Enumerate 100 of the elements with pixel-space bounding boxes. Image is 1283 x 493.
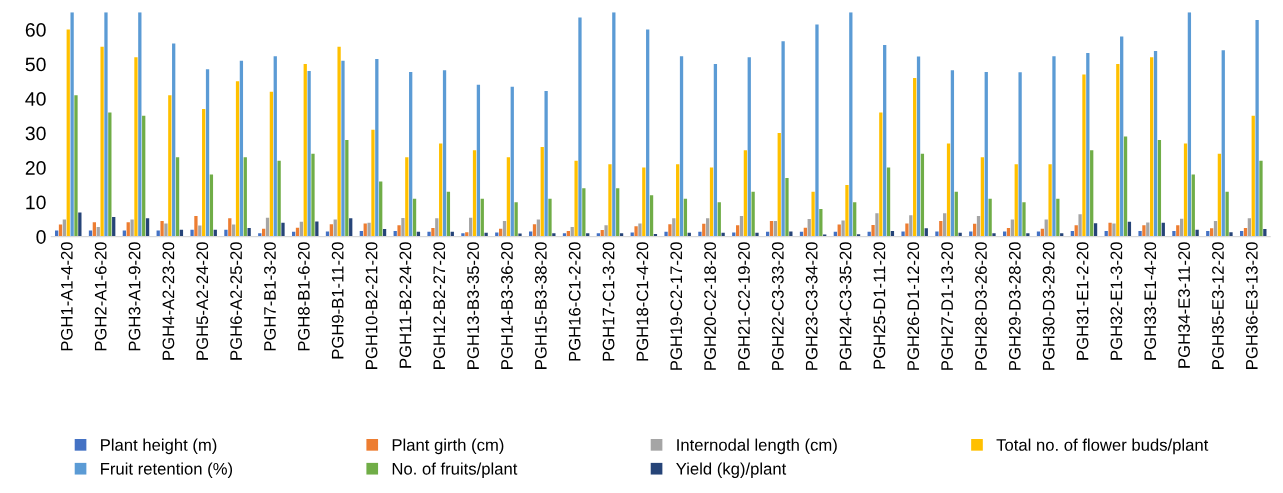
x-tick-label: PGH36-E3-13-20 — [1245, 242, 1258, 369]
bar — [243, 157, 247, 237]
bar — [875, 213, 879, 237]
bar — [472, 150, 477, 237]
bar — [1221, 50, 1225, 237]
bar — [439, 143, 443, 237]
bar — [751, 191, 755, 237]
bar — [341, 60, 345, 237]
bar — [1014, 164, 1018, 237]
x-tick-label: PGH33-E1-4-20 — [1144, 242, 1157, 360]
bar — [672, 218, 676, 237]
bar — [315, 221, 319, 237]
bar — [638, 223, 642, 237]
legend-label: Fruit retention (%) — [101, 462, 233, 478]
bar — [239, 60, 244, 237]
bar — [461, 233, 465, 237]
bar — [379, 181, 383, 237]
bar — [281, 222, 285, 237]
bar — [1078, 214, 1082, 237]
bar — [1120, 36, 1124, 237]
bar — [871, 224, 875, 237]
bar — [427, 231, 431, 237]
x-tick-label: PGH23-C3-34-20 — [805, 242, 818, 370]
x-tick-label: PGH30-D3-29-20 — [1042, 242, 1055, 370]
bar — [883, 45, 887, 237]
bar — [1108, 222, 1112, 237]
bar — [506, 157, 511, 237]
bar — [311, 153, 315, 237]
y-tick-label: 50 — [25, 57, 46, 72]
bar — [582, 188, 586, 237]
bar — [349, 218, 353, 237]
bar — [1187, 12, 1192, 237]
bar — [646, 29, 650, 237]
bar — [78, 212, 82, 237]
bar — [269, 91, 274, 237]
bar — [514, 202, 518, 237]
x-tick-label: PGH3-A1-9-20 — [128, 242, 141, 351]
x-tick-label: PGH28-D3-26-20 — [975, 242, 987, 370]
bar — [698, 231, 702, 237]
x-tick-label: PGH21-C2-19-20 — [738, 242, 750, 370]
bar — [935, 231, 939, 237]
x-tick-label: PGH18-C1-4-20 — [636, 242, 649, 361]
bar — [1090, 150, 1094, 237]
x-tick-label: PGH16-C1-2-20 — [568, 242, 581, 361]
y-tick-label: 0 — [36, 230, 46, 244]
x-tick-label: PGH24-C3-35-20 — [839, 242, 852, 370]
legend-label: Plant height (m) — [101, 438, 217, 455]
bar — [849, 12, 853, 237]
bar — [510, 86, 514, 237]
bar — [194, 215, 198, 237]
bar — [228, 218, 232, 237]
x-tick-label: PGH11-B2-24-20 — [399, 242, 412, 368]
x-tick-label: PGH20-C2-18-20 — [704, 242, 716, 370]
bar — [984, 72, 988, 237]
bar — [777, 133, 781, 237]
x-tick-label: PGH13-B3-35-20 — [467, 242, 480, 369]
bar — [901, 231, 905, 237]
bar — [138, 12, 142, 237]
bar — [946, 143, 951, 237]
bar — [886, 167, 891, 237]
bar — [1195, 229, 1199, 237]
bar — [1157, 140, 1162, 237]
bar — [130, 219, 134, 237]
bar — [1123, 136, 1128, 237]
bar — [845, 184, 849, 237]
bar — [247, 228, 251, 237]
bar — [337, 46, 341, 237]
bar — [367, 222, 371, 237]
bar — [202, 108, 206, 237]
bar — [1138, 231, 1142, 237]
bar — [122, 230, 126, 237]
bar — [1217, 153, 1222, 237]
bar — [1018, 72, 1022, 237]
x-tick-label: PGH15-B3-38-20 — [534, 242, 547, 369]
x-tick-label: PGH8-B1-6-20 — [297, 242, 310, 351]
x-tick-label: PGH4-A2-23-20 — [162, 242, 175, 360]
x-tick-label: PGH31-E1-2-20 — [1076, 242, 1089, 360]
bar — [706, 218, 710, 237]
bar — [743, 150, 748, 237]
x-tick-label: PGH17-C1-3-20 — [602, 242, 615, 361]
x-tick-label: PGH34-E3-11-20 — [1178, 242, 1190, 368]
bar — [668, 224, 672, 237]
bar — [164, 223, 168, 237]
bar — [55, 230, 59, 237]
bar — [375, 58, 379, 237]
bar — [371, 129, 375, 237]
x-tick-label: PGH19-C2-17-20 — [670, 242, 683, 370]
bar — [1191, 174, 1195, 237]
bar — [548, 198, 552, 237]
bar — [235, 81, 240, 237]
bar — [1142, 225, 1146, 237]
bar — [1116, 64, 1120, 237]
bar — [992, 233, 996, 237]
bar — [175, 157, 180, 237]
bar — [145, 218, 150, 237]
x-tick-label: PGH14-B3-36-20 — [501, 242, 513, 369]
bar — [190, 229, 194, 237]
bar — [755, 232, 759, 237]
y-tick-label: 40 — [25, 92, 46, 106]
bar — [168, 95, 172, 237]
